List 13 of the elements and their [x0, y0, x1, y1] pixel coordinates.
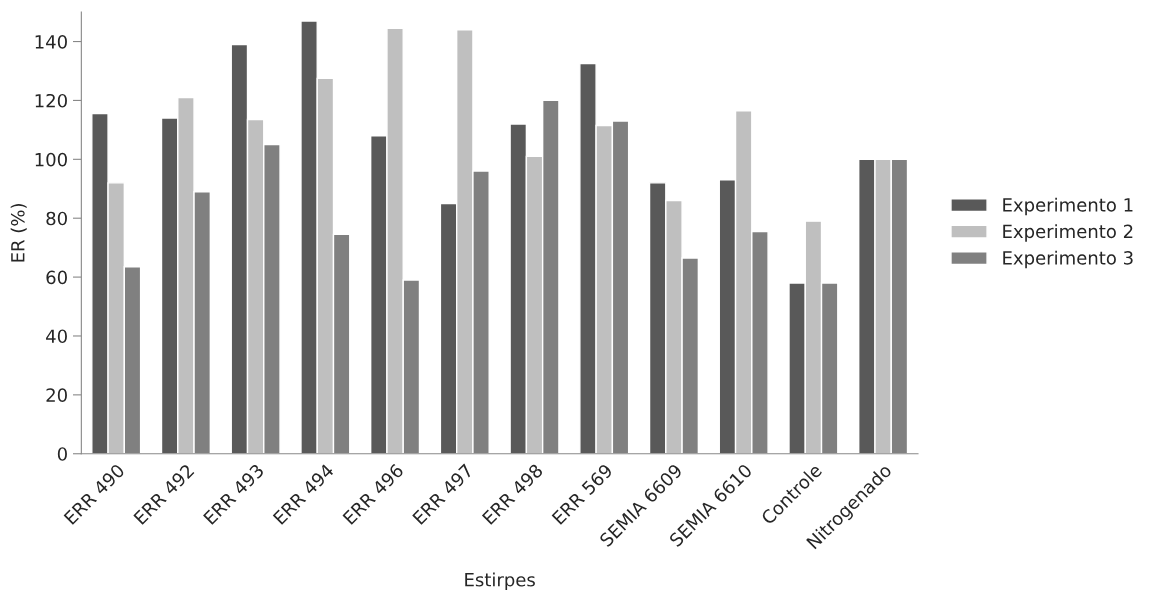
y-tick-label: 120 [35, 93, 67, 108]
legend-label: Experimento 2 [1003, 224, 1133, 242]
y-tick-label: 0 [57, 447, 67, 461]
y-tick-label: 20 [46, 388, 67, 402]
y-tick-label: 80 [46, 211, 67, 226]
legend-label: Experimento 3 [1003, 250, 1133, 269]
x-axis-title: Estirpes [465, 572, 535, 591]
y-tick-label: 60 [46, 270, 67, 285]
y-axis-title: ER (%) [10, 204, 27, 262]
y-tick-label: 100 [35, 152, 67, 167]
y-tick-label: 140 [35, 35, 67, 49]
legend-label: Experimento 1 [1003, 197, 1133, 216]
y-tick-label: 40 [46, 329, 67, 344]
